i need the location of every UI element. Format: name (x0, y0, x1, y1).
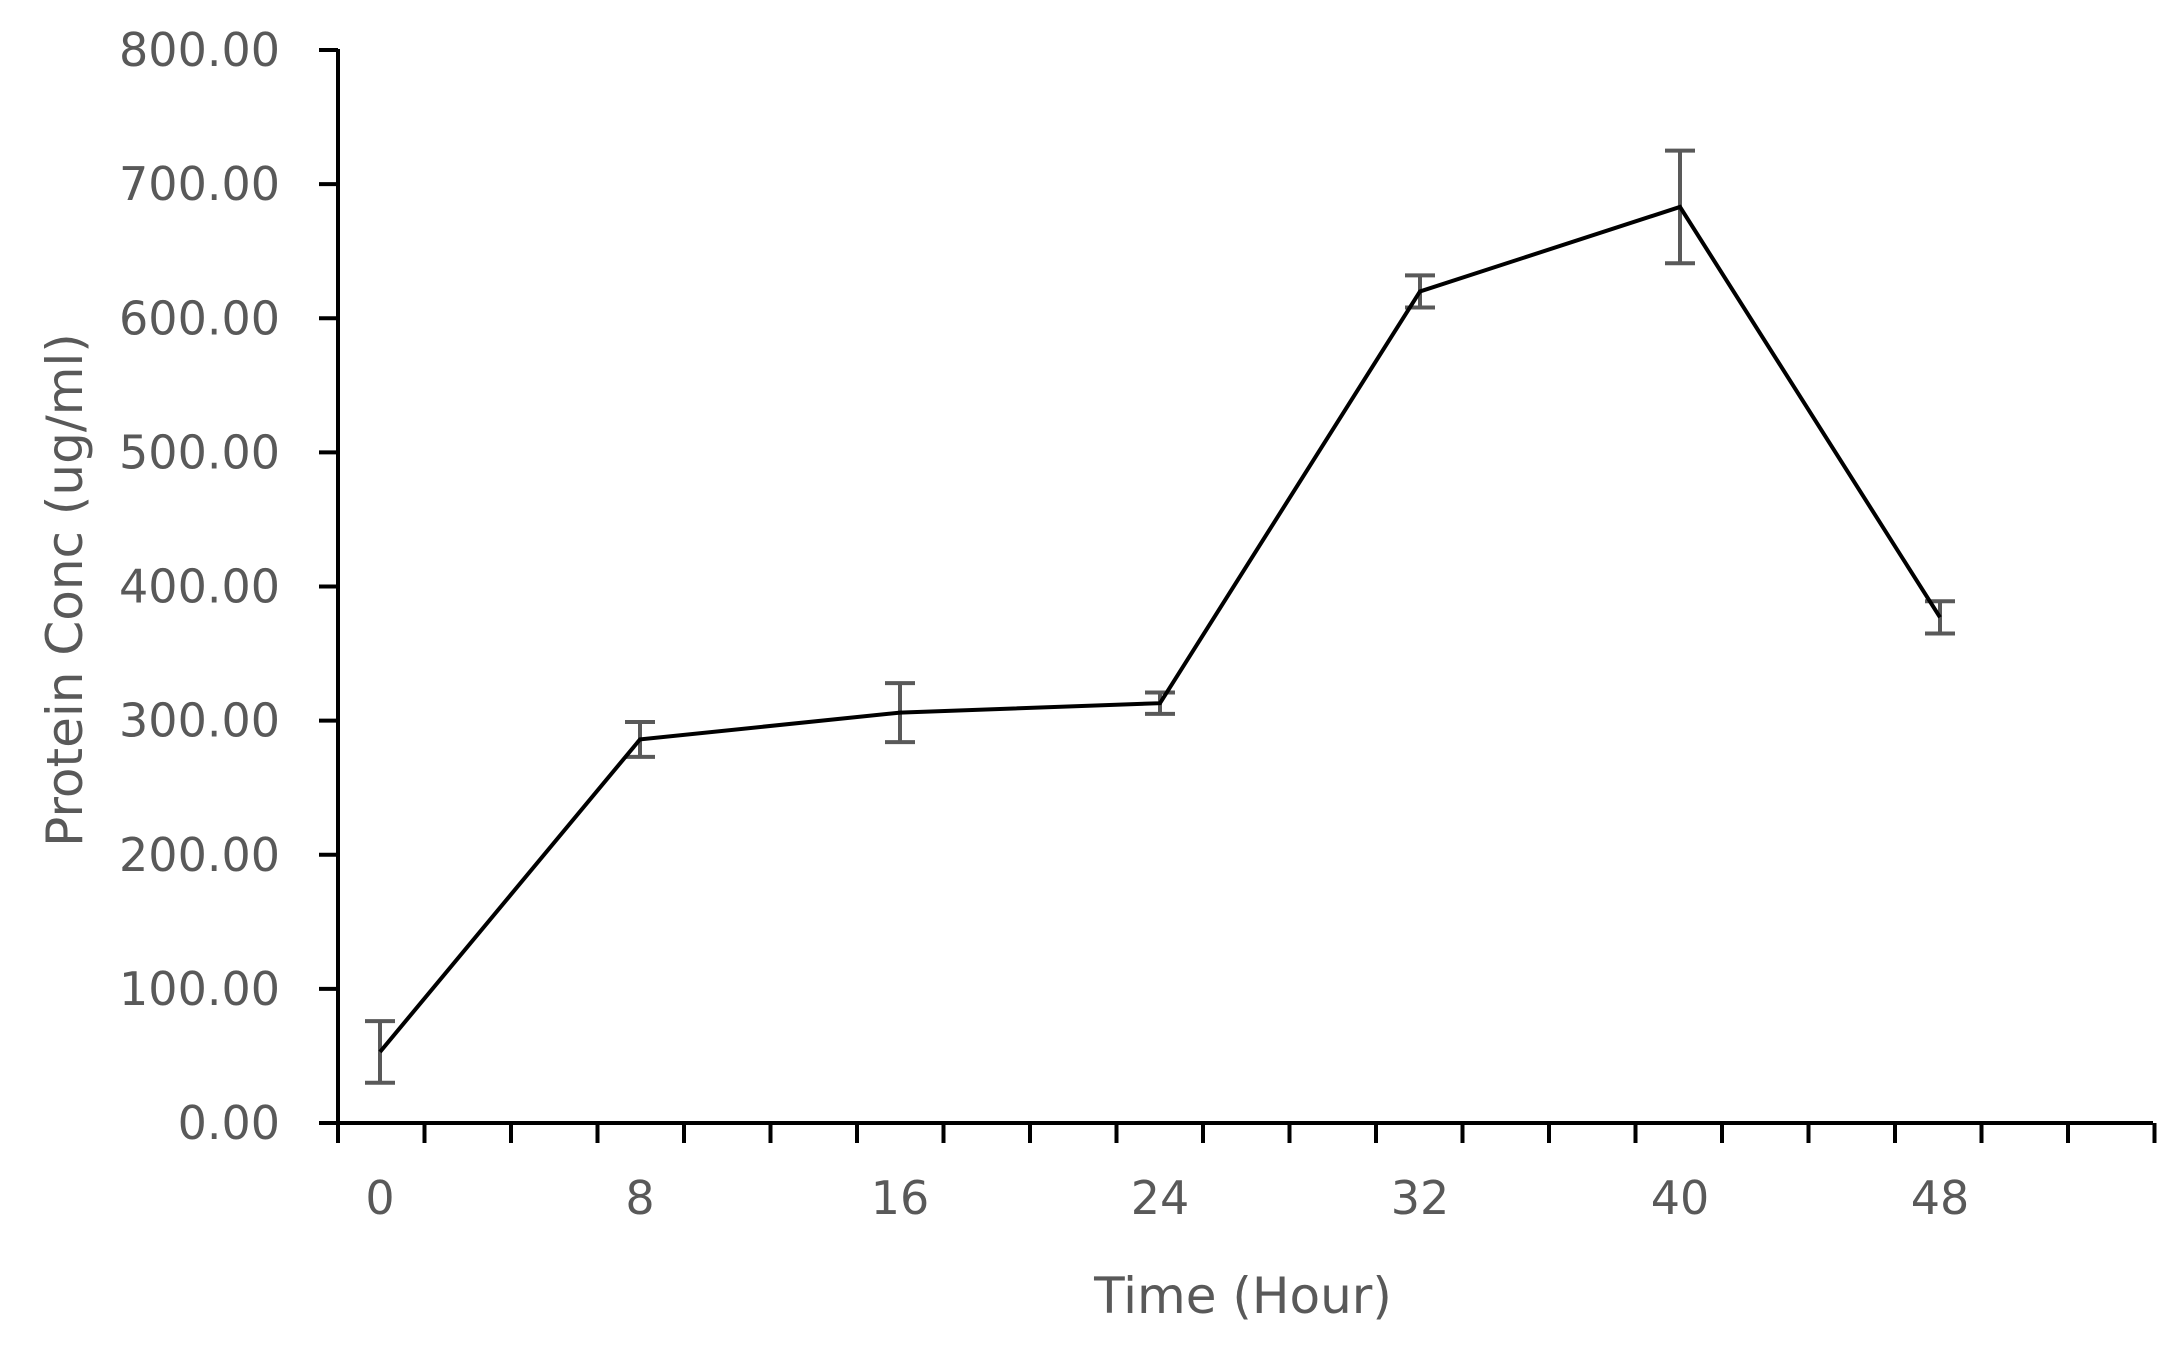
y-tick-label: 500.00 (119, 425, 280, 479)
x-tick-label: 16 (871, 1171, 930, 1225)
y-tick-label: 800.00 (119, 23, 280, 77)
y-axis-title: Protein Conc (ug/ml) (36, 333, 94, 847)
x-axis-ticks (336, 1123, 2157, 1143)
x-tick-label: 48 (1911, 1171, 1970, 1225)
x-tick-label: 0 (365, 1171, 394, 1225)
y-tick-label: 200.00 (119, 828, 280, 882)
y-tick-label: 100.00 (119, 962, 280, 1016)
x-axis-title: Time (Hour) (1093, 1267, 1392, 1325)
y-tick-label: 0.00 (178, 1096, 280, 1150)
x-tick-label: 32 (1391, 1171, 1450, 1225)
data-series-line (378, 204, 1942, 1054)
error-bars (365, 148, 1955, 1085)
y-tick-label: 600.00 (119, 291, 280, 345)
y-tick-label: 700.00 (119, 157, 280, 211)
y-axis-ticks (319, 48, 338, 1125)
x-tick-label: 40 (1651, 1171, 1710, 1225)
y-axis-tick-labels: 0.00 100.00 200.00 300.00 400.00 500.00 600.00… (119, 23, 280, 1150)
x-axis-tick-labels: 0 8 16 24 32 40 48 (365, 1171, 1969, 1225)
y-tick-label: 300.00 (119, 694, 280, 748)
x-tick-label: 8 (625, 1171, 654, 1225)
y-tick-label: 400.00 (119, 560, 280, 614)
x-tick-label: 24 (1131, 1171, 1190, 1225)
